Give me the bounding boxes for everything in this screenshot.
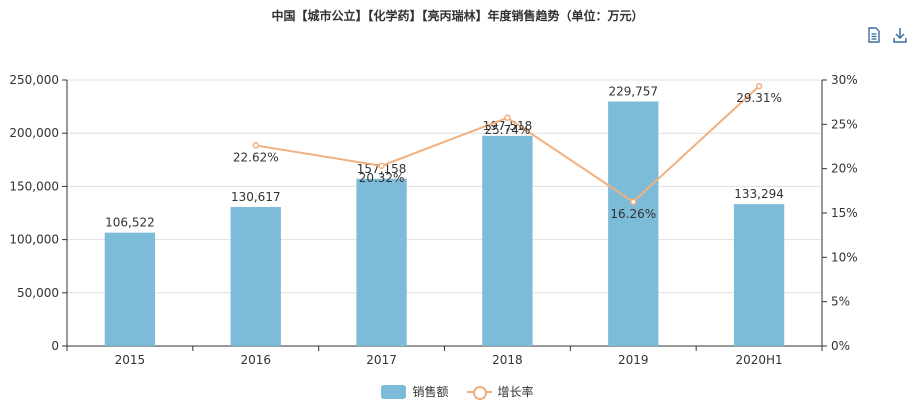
- growth-rate-point: [755, 82, 763, 90]
- bar-sales: [230, 207, 281, 346]
- growth-rate-data-label: 20.32%: [359, 171, 405, 185]
- bar-data-label: 133,294: [734, 187, 784, 201]
- bar-sales: [356, 178, 407, 346]
- right-axis-tick-label: 5%: [831, 295, 850, 309]
- chart-legend: 销售额 增长率: [0, 383, 915, 400]
- legend-item-growth[interactable]: 增长率: [466, 383, 534, 400]
- right-axis-tick-label: 10%: [831, 250, 858, 264]
- bar-sales: [608, 101, 659, 347]
- download-icon[interactable]: [891, 26, 909, 44]
- growth-rate-point: [630, 198, 637, 206]
- legend-label-sales: 销售额: [412, 385, 449, 399]
- growth-rate-point: [252, 142, 259, 149]
- bar-sales: [482, 135, 533, 346]
- right-axis-tick-label: 20%: [831, 162, 858, 176]
- x-axis-tick-label: 2015: [115, 353, 146, 367]
- growth-rate-data-label: 16.26%: [610, 207, 656, 221]
- right-axis-tick-label: 0%: [831, 339, 850, 353]
- right-axis-tick-label: 25%: [831, 117, 858, 131]
- legend-item-sales[interactable]: 销售额: [381, 383, 449, 400]
- growth-rate-point: [378, 162, 385, 170]
- bar-data-label: 130,617: [231, 190, 281, 204]
- left-axis-tick-label: 150,000: [9, 179, 59, 193]
- right-axis-tick-label: 15%: [831, 206, 858, 220]
- growth-rate-data-label: 25.74%: [485, 123, 531, 137]
- x-axis-tick-label: 2019: [618, 353, 649, 367]
- left-axis-tick-label: 100,000: [9, 233, 59, 247]
- bar-sales: [104, 232, 156, 346]
- data-view-icon[interactable]: [865, 26, 883, 44]
- growth-rate-point: [504, 114, 511, 122]
- left-axis-tick-label: 250,000: [9, 73, 59, 87]
- chart-title: 中国【城市公立】【化学药】【亮丙瑞林】年度销售趋势（单位：万元）: [271, 9, 644, 23]
- left-axis-tick-label: 0: [51, 339, 59, 353]
- x-axis-tick-label: 2020H1: [735, 353, 782, 367]
- bar-sales: [733, 204, 785, 346]
- legend-line-swatch: [466, 385, 492, 400]
- x-axis-tick-label: 2016: [240, 353, 271, 367]
- bar-data-label: 106,522: [105, 216, 155, 230]
- right-axis-tick-label: 30%: [831, 73, 858, 87]
- chart-toolbar: [865, 26, 909, 44]
- bar-data-label: 229,757: [608, 85, 658, 99]
- sales-trend-chart: 0 50,000 100,000 150,000 200,000 250,000 0% 5% 1…: [9, 73, 858, 367]
- left-axis-tick-label: 50,000: [17, 286, 59, 300]
- growth-rate-data-label: 29.31%: [736, 91, 782, 105]
- x-axis-tick-label: 2017: [366, 353, 397, 367]
- left-axis-tick-label: 200,000: [9, 126, 59, 140]
- x-axis-tick-label: 2018: [492, 353, 523, 367]
- growth-rate-data-label: 22.62%: [233, 150, 279, 164]
- legend-label-growth: 增长率: [497, 385, 534, 399]
- legend-bar-swatch: [381, 384, 407, 399]
